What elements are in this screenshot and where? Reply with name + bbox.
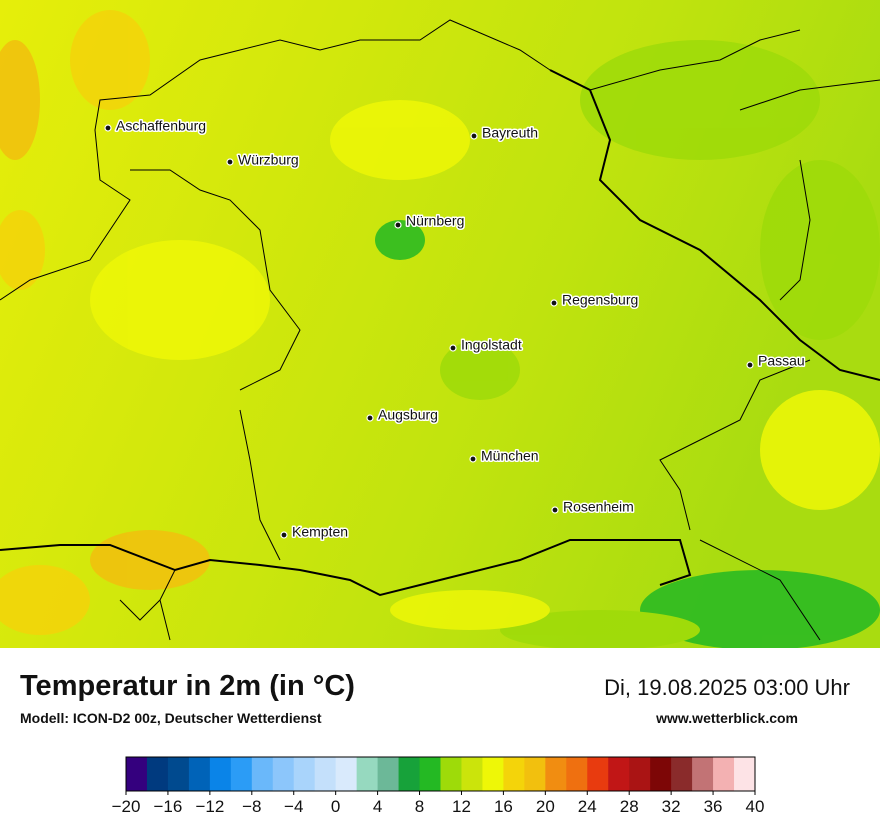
colorbar-segment <box>566 757 588 791</box>
colorbar-tick-label: 40 <box>746 797 765 816</box>
colorbar-segment <box>692 757 714 791</box>
borders <box>0 19 880 641</box>
map: Aschaffenburg Würzburg Bayreuth Nürnberg… <box>0 0 880 648</box>
colorbar-segment <box>734 757 756 791</box>
colorbar-tick-label: −20 <box>112 797 141 816</box>
city-label: Ingolstadt <box>461 337 522 353</box>
colorbar-segment <box>272 757 295 791</box>
colorbar-segment <box>335 757 358 791</box>
colorbar-segment <box>503 757 525 791</box>
colorbar-tick-label: 20 <box>536 797 555 816</box>
city-label: Rosenheim <box>563 499 634 515</box>
colorbar-tick-label: 28 <box>620 797 639 816</box>
website: www.wetterblick.com <box>656 710 798 726</box>
colorbar-tick-label: 0 <box>331 797 340 816</box>
date: Di, 19.08.2025 03:00 Uhr <box>604 675 850 700</box>
city: München <box>469 446 540 465</box>
city: Augsburg <box>366 405 439 424</box>
city: Rosenheim <box>551 497 635 516</box>
colorbar-segment <box>251 757 274 791</box>
city: Bayreuth <box>470 123 540 142</box>
colorbar-segment <box>126 757 148 791</box>
colorbar-segment <box>482 757 504 791</box>
city-label: Augsburg <box>378 407 438 423</box>
city-label: Passau <box>758 353 805 369</box>
city-label: Kempten <box>292 524 348 540</box>
city-label: Regensburg <box>562 292 638 308</box>
colorbar-tick-label: 4 <box>373 797 382 816</box>
city-label: Nürnberg <box>406 213 464 229</box>
colorbar-tick-label: −12 <box>195 797 224 816</box>
city-label: Aschaffenburg <box>116 118 206 134</box>
city-label: München <box>481 448 539 464</box>
subtitle: Modell: ICON-D2 00z, Deutscher Wetterdie… <box>20 710 322 726</box>
colorbar-segment <box>461 757 483 791</box>
colorbar-tick-label: 24 <box>578 797 597 816</box>
colorbar-segment <box>314 757 337 791</box>
city: Würzburg <box>226 150 300 169</box>
colorbar-tick-label: −16 <box>154 797 183 816</box>
colorbar-tick-label: 32 <box>662 797 681 816</box>
colorbar-segment <box>377 757 400 791</box>
colorbar-segment <box>146 757 169 791</box>
colorbar-tick-label: −4 <box>284 797 303 816</box>
colorbar-segment <box>650 757 672 791</box>
colorbar-segment <box>671 757 693 791</box>
colorbar-frame <box>125 756 756 792</box>
colorbar-segment <box>230 757 253 791</box>
city: Nürnberg <box>394 211 466 230</box>
city: Aschaffenburg <box>104 116 208 135</box>
city: Kempten <box>280 522 350 541</box>
colorbar-segment <box>293 757 316 791</box>
colorbar-segment <box>545 757 567 791</box>
colorbar-tick-label: 36 <box>704 797 723 816</box>
colorbar-segment <box>188 757 211 791</box>
colorbar-segment <box>608 757 630 791</box>
colorbar-segment <box>209 757 232 791</box>
colorbar-segment <box>356 757 379 791</box>
field-patches <box>0 10 880 648</box>
colorbar-segment <box>524 757 546 791</box>
colorbar-segment <box>629 757 651 791</box>
colorbar-tick-label: 16 <box>494 797 513 816</box>
city: Regensburg <box>550 290 640 309</box>
colorbar-tick-label: 8 <box>415 797 424 816</box>
colorbar-segment <box>167 757 190 791</box>
colorbar-tick-label: 12 <box>452 797 471 816</box>
colorbar-segment <box>398 757 421 791</box>
city: Ingolstadt <box>449 335 523 354</box>
colorbar-segment <box>440 757 462 791</box>
colorbar-segment <box>587 757 609 791</box>
title: Temperatur in 2m (in °C) <box>20 670 355 702</box>
city-label: Bayreuth <box>482 125 538 141</box>
colorbar-segment <box>713 757 735 791</box>
colorbar-segment <box>419 757 441 791</box>
colorbar: −20 −16 −12 −8 −4 0 4 8 12 16 20 24 28 32 36 40 <box>112 756 765 816</box>
city: Passau <box>746 351 806 370</box>
city-label: Würzburg <box>238 152 299 168</box>
colorbar-tick-label: −8 <box>242 797 261 816</box>
